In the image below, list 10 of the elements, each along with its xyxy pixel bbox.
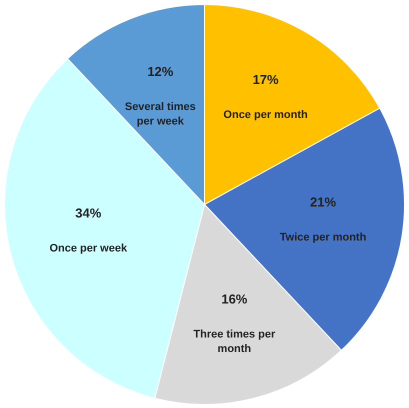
data-label: 12%	[147, 64, 174, 79]
data-label: 16%	[221, 292, 248, 307]
data-label: 21%	[310, 194, 336, 210]
data-label: 34%	[75, 205, 102, 220]
slice-label: Three times per month	[193, 328, 276, 356]
data-label: 17%	[252, 72, 280, 88]
slice-label: Twice per month	[280, 231, 367, 244]
slice-label: Once per week	[49, 242, 128, 254]
slice-label: Once per month	[223, 109, 308, 122]
slice-label: Several times per week	[124, 100, 196, 128]
